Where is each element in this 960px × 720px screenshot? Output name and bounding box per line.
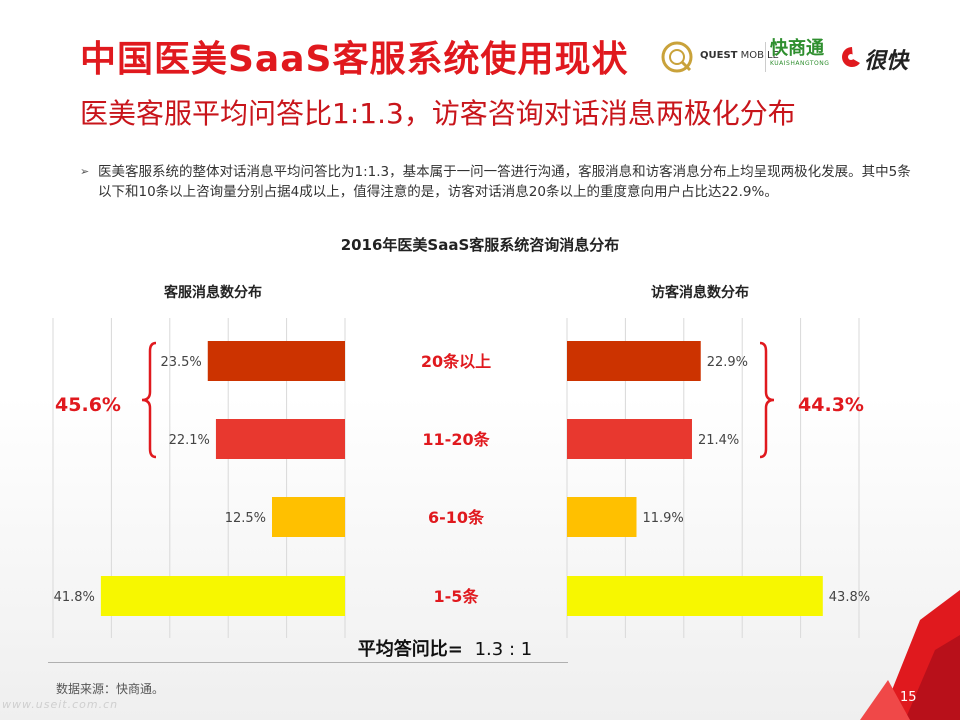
left-bar-label-2: 22.1% — [169, 433, 210, 448]
ratio-label: 平均答问比= — [358, 638, 463, 660]
right-bar-label-1: 22.9% — [707, 355, 748, 370]
corner-decoration — [860, 590, 960, 720]
message-distribution-chart: 2016年医美SaaS客服系统咨询消息分布 客服消息数分布 访客消息数分布 23… — [52, 236, 870, 660]
right-bar-label-2: 21.4% — [698, 433, 739, 448]
category-label-2: 11-20条 — [422, 430, 490, 449]
quest-mobile-logo-text: QUEST MOBILE — [700, 50, 779, 61]
right-bar-4 — [567, 576, 823, 616]
left-bar-1 — [207, 341, 345, 381]
henkuai-logo-icon — [842, 47, 860, 67]
left-bar-label-3: 12.5% — [225, 511, 266, 526]
left-bar-4 — [100, 576, 345, 616]
right-bar-3 — [567, 497, 637, 537]
right-brace — [759, 341, 775, 459]
left-series-title: 客服消息数分布 — [163, 284, 262, 301]
right-bar-label-3: 11.9% — [642, 511, 683, 526]
chart-title: 2016年医美SaaS客服系统咨询消息分布 — [341, 236, 620, 254]
category-label-4: 1-5条 — [434, 587, 480, 606]
left-bar-3 — [272, 497, 345, 537]
category-label-3: 6-10条 — [428, 508, 485, 527]
left-bar-2 — [215, 419, 345, 459]
page-subtitle: 医美客服平均问答比1:1.3，访客咨询对话消息两极化分布 — [80, 97, 796, 130]
right-group-label: 44.3% — [798, 394, 864, 416]
data-source: 数据来源：快商通。 — [56, 682, 165, 696]
right-bar-2 — [567, 419, 692, 459]
summary-bullet: ➢ 医美客服系统的整体对话消息平均问答比为1:1.3，基本属于一问一答进行沟通，… — [80, 162, 920, 202]
summary-text: 医美客服系统的整体对话消息平均问答比为1:1.3，基本属于一问一答进行沟通，客服… — [98, 164, 911, 200]
right-bar-1 — [567, 341, 701, 381]
category-label-1: 20条以上 — [421, 352, 491, 371]
left-group-label: 45.6% — [55, 394, 121, 416]
right-bar-label-4: 43.8% — [829, 590, 870, 605]
left-bar-label-4: 41.8% — [54, 590, 95, 605]
page-title: 中国医美SaaS客服系统使用现状 — [80, 39, 629, 80]
ratio-caption: 平均答问比= 1.3 : 1 — [358, 638, 532, 660]
henkuai-logo: 很快 — [842, 40, 932, 74]
ratio-value: 1.3 : 1 — [475, 639, 533, 660]
bullet-arrow-icon: ➢ — [80, 165, 90, 178]
quest-mobile-logo-icon — [661, 41, 693, 73]
page-number: 15 — [900, 690, 917, 705]
left-bar-label-1: 23.5% — [160, 355, 201, 370]
logo-bar: QUEST MOBILE 快商通 KUAISHANGTONG 很快 — [660, 38, 930, 76]
logo-divider — [765, 42, 766, 72]
watermark: www.useit.com.cn — [2, 698, 119, 711]
kuaishangtong-logo: 快商通 KUAISHANGTONG — [770, 38, 830, 67]
right-series-title: 访客消息数分布 — [651, 284, 749, 301]
footer-divider — [48, 662, 568, 663]
left-brace — [141, 341, 157, 459]
